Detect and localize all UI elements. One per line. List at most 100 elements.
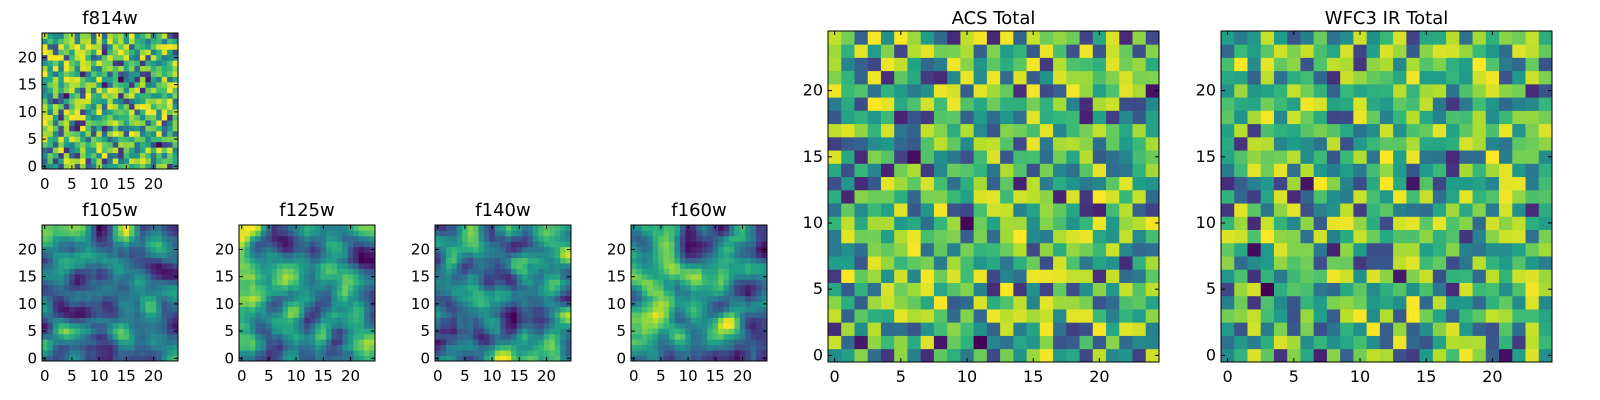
heatmap-cell bbox=[1053, 176, 1067, 191]
heatmap-cell bbox=[1013, 150, 1027, 164]
heatmap-cell bbox=[358, 350, 365, 356]
heatmap-cell bbox=[1106, 83, 1120, 98]
heatmap-cell bbox=[489, 235, 496, 242]
heatmap-cell bbox=[1247, 256, 1262, 270]
heatmap-cell bbox=[1119, 256, 1133, 270]
heatmap-cell bbox=[1353, 136, 1368, 151]
heatmap-cell bbox=[353, 339, 360, 346]
heatmap-cell bbox=[933, 163, 948, 178]
heatmap-cell bbox=[462, 241, 469, 248]
heatmap-cell bbox=[244, 284, 251, 291]
heatmap-cell bbox=[712, 339, 719, 346]
heatmap-cell bbox=[1538, 136, 1553, 151]
heatmap-cell bbox=[150, 152, 157, 159]
y-tick-label: 0 bbox=[420, 349, 430, 367]
heatmap-cell bbox=[42, 158, 48, 164]
heatmap-cell bbox=[74, 246, 81, 253]
heatmap-cell bbox=[1145, 269, 1160, 283]
heatmap-cell bbox=[456, 241, 463, 248]
heatmap-cell bbox=[696, 257, 703, 264]
heatmap-cell bbox=[342, 350, 349, 356]
heatmap-cell bbox=[701, 301, 708, 307]
heatmap-cell bbox=[435, 230, 441, 237]
heatmap-cell bbox=[90, 230, 97, 237]
heatmap-cell bbox=[63, 49, 70, 56]
heatmap-cell bbox=[549, 344, 556, 351]
heatmap-cell bbox=[641, 317, 648, 324]
heatmap-cell bbox=[42, 306, 48, 313]
heatmap-cell bbox=[244, 225, 251, 231]
heatmap-cell bbox=[560, 301, 566, 307]
heatmap-cell bbox=[1459, 348, 1473, 363]
heatmap-cell bbox=[118, 312, 124, 318]
heatmap-cell bbox=[58, 38, 65, 45]
heatmap-cell bbox=[734, 317, 741, 324]
heatmap-cell bbox=[867, 123, 882, 138]
heatmap-cell bbox=[52, 65, 59, 72]
x-tick-label: 20 bbox=[1482, 367, 1502, 386]
heatmap-cell bbox=[58, 301, 65, 307]
heatmap-cell bbox=[500, 279, 507, 286]
heatmap-cell bbox=[1287, 216, 1301, 230]
heatmap-cell bbox=[156, 317, 163, 324]
heatmap-cell bbox=[560, 290, 566, 297]
heatmap-cell bbox=[293, 333, 300, 340]
heatmap-cell bbox=[167, 71, 173, 77]
heatmap-cell bbox=[364, 322, 370, 329]
heatmap-cell bbox=[85, 65, 92, 72]
heatmap-cell bbox=[1013, 163, 1027, 178]
heatmap-cell bbox=[85, 295, 92, 302]
heatmap-cell bbox=[631, 350, 637, 356]
heatmap-cell bbox=[641, 263, 648, 269]
heatmap-cell bbox=[828, 269, 842, 283]
heatmap-cell bbox=[527, 241, 534, 248]
heatmap-cell bbox=[451, 350, 458, 356]
heatmap-cell bbox=[239, 268, 245, 275]
heatmap-cell bbox=[745, 279, 752, 286]
heatmap-cell bbox=[293, 273, 300, 280]
heatmap-cell bbox=[1340, 229, 1354, 244]
heatmap-cell bbox=[239, 263, 245, 269]
heatmap-cell bbox=[505, 246, 512, 253]
heatmap-cell bbox=[549, 355, 556, 362]
heatmap-cell bbox=[1326, 322, 1341, 336]
heatmap-cell bbox=[728, 333, 735, 340]
heatmap-cell bbox=[167, 333, 173, 340]
heatmap-cell bbox=[549, 322, 556, 329]
heatmap-cell bbox=[907, 269, 922, 283]
heatmap-cell bbox=[139, 136, 146, 143]
heatmap-cell bbox=[712, 279, 719, 286]
heatmap-cell bbox=[1353, 335, 1368, 350]
heatmap-cell bbox=[85, 87, 92, 94]
heatmap-cell bbox=[1132, 242, 1147, 257]
heatmap-cell bbox=[658, 241, 665, 248]
heatmap-cell bbox=[134, 38, 141, 45]
heatmap-cell bbox=[1366, 322, 1381, 336]
heatmap-cell bbox=[761, 225, 768, 231]
heatmap-cell bbox=[1287, 57, 1301, 72]
heatmap-cell bbox=[473, 241, 479, 248]
heatmap-cell bbox=[150, 273, 157, 280]
heatmap-cell bbox=[1039, 110, 1054, 125]
heatmap-cell bbox=[663, 290, 670, 297]
heatmap-cell bbox=[841, 269, 855, 283]
heatmap-cell bbox=[647, 273, 654, 280]
heatmap-cell bbox=[1079, 269, 1094, 283]
heatmap-cell bbox=[554, 263, 561, 269]
heatmap-cell bbox=[690, 355, 697, 362]
heatmap-cell bbox=[63, 65, 70, 72]
heatmap-cell bbox=[282, 333, 289, 340]
heatmap-cell bbox=[315, 290, 321, 297]
heatmap-cell bbox=[42, 38, 48, 45]
heatmap-cell bbox=[293, 339, 300, 346]
heatmap-cell bbox=[123, 98, 130, 105]
heatmap-cell bbox=[500, 268, 507, 275]
heatmap-cell bbox=[139, 114, 146, 121]
heatmap-cell bbox=[353, 230, 360, 237]
heatmap-cell bbox=[326, 257, 332, 264]
heatmap-cell bbox=[658, 273, 665, 280]
heatmap-cell bbox=[145, 268, 152, 275]
heatmap-cell bbox=[532, 312, 539, 318]
heatmap-cell bbox=[489, 339, 496, 346]
heatmap-cell bbox=[473, 279, 479, 286]
